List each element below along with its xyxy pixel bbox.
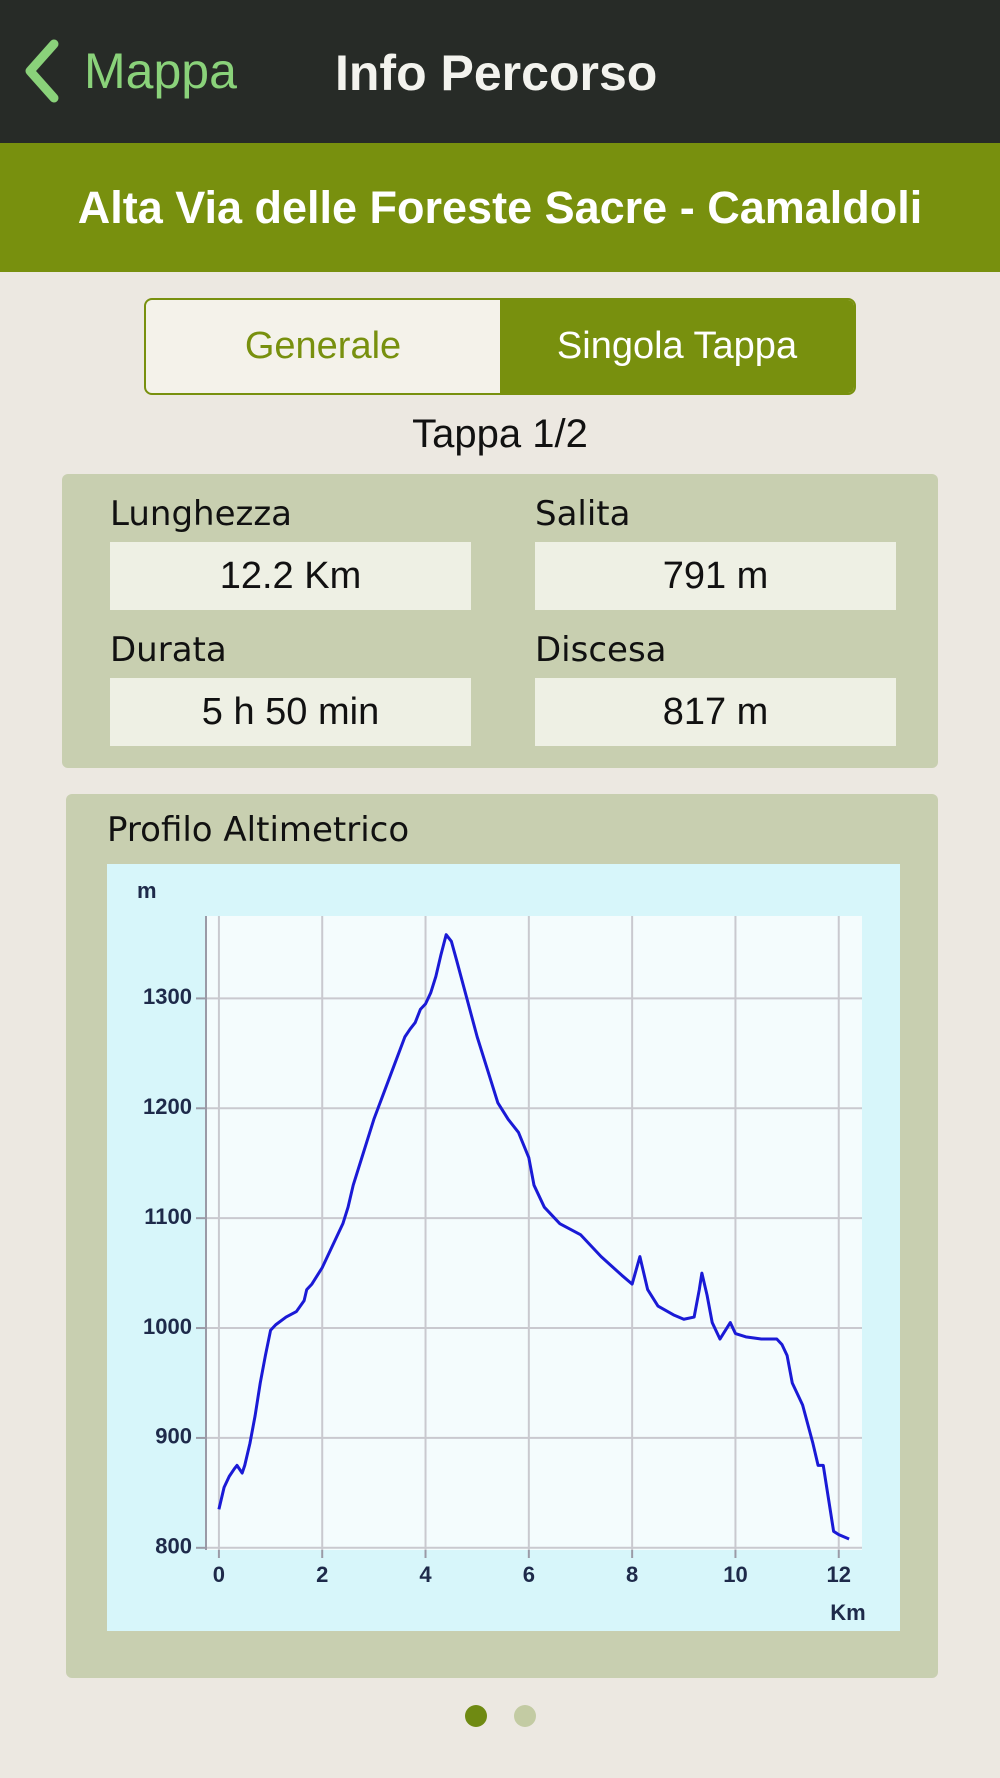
- x-tick-label: 10: [723, 1562, 747, 1587]
- stat-label: Salita: [535, 494, 631, 534]
- y-tick-label: 900: [155, 1424, 192, 1449]
- x-tick-label: 4: [419, 1562, 432, 1587]
- y-tick-label: 1200: [143, 1094, 192, 1119]
- y-tick-label: 1100: [144, 1204, 192, 1229]
- y-tick-label: 1300: [143, 984, 192, 1009]
- back-chevron: [25, 39, 59, 103]
- x-axis-label: Km: [830, 1600, 865, 1625]
- x-tick-label: 0: [213, 1562, 225, 1587]
- page-dot-active[interactable]: [465, 1705, 487, 1727]
- plot-area: [206, 916, 862, 1550]
- tab[interactable]: Generale: [244, 325, 402, 367]
- stat-value: 5 h 50 min: [110, 678, 471, 746]
- tab-selected[interactable]: Singola Tappa: [500, 300, 854, 393]
- back-button[interactable]: Mappa: [22, 36, 237, 106]
- nav-bar: [0, 0, 1000, 143]
- x-tick-label: 12: [827, 1562, 851, 1587]
- stat-value: 817 m: [535, 678, 896, 746]
- back-label: Mappa: [84, 43, 237, 99]
- route-title: Alta Via delle Foreste Sacre - Camaldoli: [0, 143, 1000, 272]
- stage-label: Tappa 1/2: [412, 412, 588, 456]
- y-tick-label: 1000: [143, 1314, 192, 1339]
- segmented-control: Generale Singola Tappa: [144, 298, 856, 395]
- chart-title: Profilo Altimetrico: [107, 810, 410, 850]
- y-tick-label: 800: [155, 1534, 192, 1559]
- x-tick-label: 6: [523, 1562, 535, 1587]
- page-dot[interactable]: [514, 1705, 536, 1727]
- nav-title: Info Percorso: [335, 45, 658, 101]
- stat-label: Lunghezza: [110, 494, 293, 534]
- chart: m Km 800 900 1000 1100 1200 1300 0 2 4 6 8 10 12: [107, 864, 900, 1631]
- line: [217, 933, 850, 1541]
- stat-label: Durata: [110, 630, 227, 670]
- x-tick-label: 2: [316, 1562, 328, 1587]
- stat-label: Discesa: [535, 630, 667, 670]
- stat-value: 791 m: [535, 542, 896, 610]
- x-tick-label: 8: [626, 1562, 638, 1587]
- stat-value: 12.2 Km: [110, 542, 471, 610]
- y-axis-label: m: [137, 878, 157, 903]
